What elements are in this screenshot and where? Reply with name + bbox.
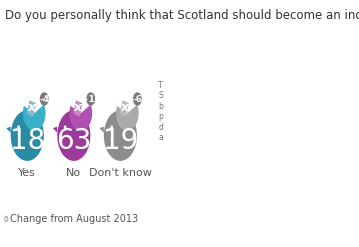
Text: 18: 18 <box>10 127 45 155</box>
Circle shape <box>57 110 90 161</box>
Polygon shape <box>53 127 57 133</box>
Text: Change from August 2013: Change from August 2013 <box>10 214 138 224</box>
Polygon shape <box>6 127 11 133</box>
Text: +10: +10 <box>81 95 101 103</box>
Text: -4: -4 <box>39 95 49 103</box>
Circle shape <box>5 217 7 220</box>
Wedge shape <box>70 95 91 113</box>
Circle shape <box>111 125 113 129</box>
Text: 19: 19 <box>103 127 138 155</box>
Text: x: x <box>74 101 82 114</box>
Wedge shape <box>24 95 44 113</box>
FancyBboxPatch shape <box>120 100 129 117</box>
Circle shape <box>23 96 46 131</box>
Circle shape <box>4 216 8 222</box>
Text: Do you personally think that Scotland should become an independent country?: Do you personally think that Scotland sh… <box>5 9 359 22</box>
Circle shape <box>64 125 66 129</box>
FancyBboxPatch shape <box>74 100 82 117</box>
Circle shape <box>69 96 92 131</box>
Text: T
S
b
p
d
a: T S b p d a <box>158 81 163 142</box>
Polygon shape <box>99 127 104 133</box>
Circle shape <box>116 96 139 131</box>
Text: 63: 63 <box>56 127 92 155</box>
Text: Don't know: Don't know <box>89 168 152 178</box>
Wedge shape <box>117 95 137 113</box>
Text: Yes: Yes <box>18 168 36 178</box>
Circle shape <box>17 125 20 129</box>
Text: x: x <box>120 101 129 114</box>
Text: No: No <box>66 168 81 178</box>
Circle shape <box>104 110 137 161</box>
FancyBboxPatch shape <box>27 100 36 117</box>
Circle shape <box>11 110 44 161</box>
Circle shape <box>133 92 142 106</box>
Text: x: x <box>27 101 35 114</box>
Circle shape <box>40 92 48 106</box>
Circle shape <box>87 92 95 106</box>
Text: -6: -6 <box>132 95 143 103</box>
